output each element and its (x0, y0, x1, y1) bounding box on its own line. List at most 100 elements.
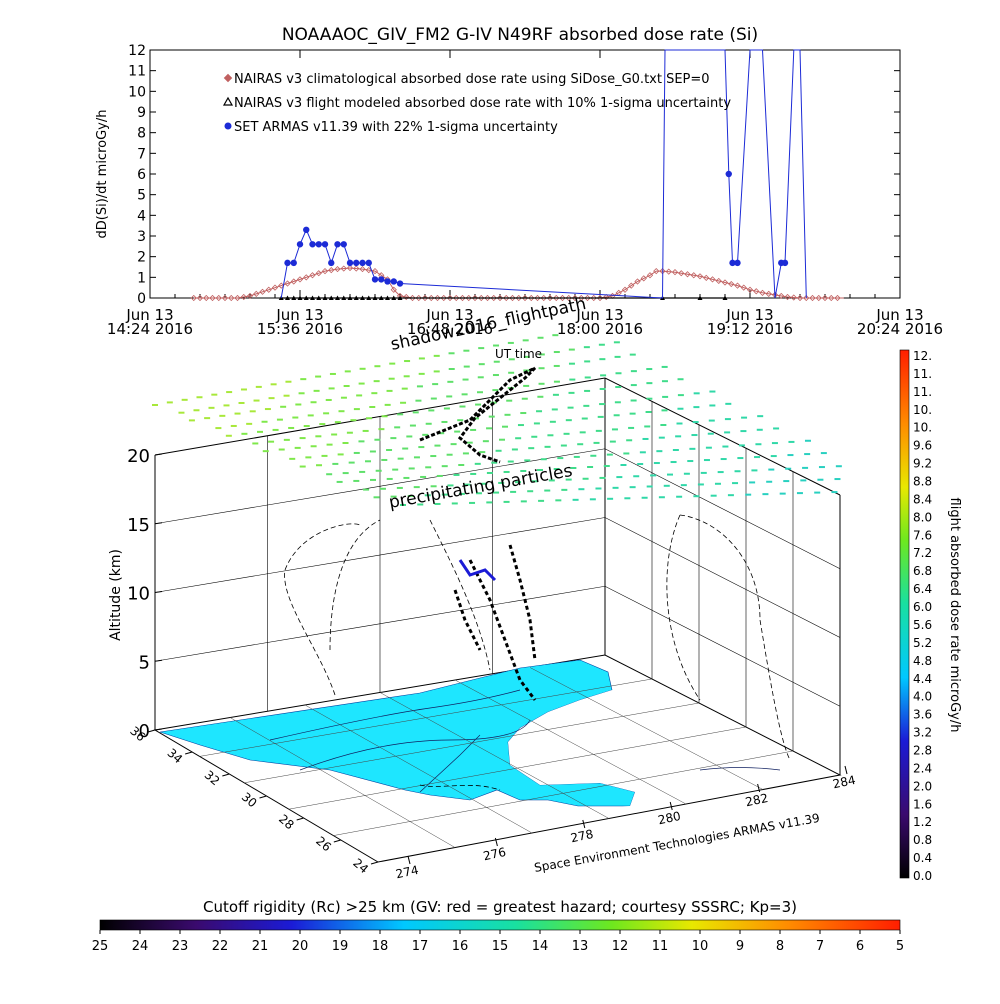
nairas-climatological-point (540, 294, 547, 302)
nairas-climatological-point (459, 294, 466, 302)
nairas-climatological-point (803, 294, 810, 302)
nairas-climatological-point (646, 272, 654, 279)
dose-colorbar-tick-label: 8.0 (913, 510, 932, 524)
nairas-climatological-point (746, 286, 754, 293)
nairas-climatological-point (653, 268, 660, 275)
x-tick-label-line1: Jun 13 (425, 306, 473, 324)
nairas-climatological-point (365, 266, 372, 274)
nairas-flight-point (397, 295, 403, 300)
armas-point (346, 259, 354, 267)
nairas-climatological-point (246, 292, 254, 300)
armas-point (725, 170, 732, 178)
flight-path-colored (458, 559, 497, 582)
nairas-climatological-point (321, 268, 329, 275)
dose-colorbar (899, 349, 910, 879)
armas-point (729, 259, 736, 267)
lon-tick-label: 282 (744, 791, 769, 809)
legend-label: NAIRAS v3 climatological absorbed dose r… (234, 72, 710, 87)
dose-colorbar-tick-label: 1.6 (913, 797, 932, 811)
dose-colorbar-tick-label: 2.8 (913, 743, 932, 757)
z-tick (154, 453, 163, 456)
x-tick-label-line2: 14:24 2016 (107, 320, 193, 338)
floor-grid-line (454, 679, 687, 805)
nairas-climatological-point (796, 294, 804, 302)
floor-grid-line (379, 692, 610, 819)
lon-tick (407, 855, 411, 865)
dose-colorbar-tick-label: 9.6 (913, 439, 932, 453)
nairas-flight-point (722, 295, 728, 300)
nairas-climatological-point (496, 294, 504, 302)
nairas-climatological-point (234, 294, 241, 302)
dose-colorbar-tick-label: 6.4 (913, 582, 932, 596)
dose-colorbar-tick-label: 4.0 (913, 690, 932, 704)
armas-point (734, 259, 741, 267)
rc-colorbar-tick-label: 21 (252, 939, 269, 954)
rc-colorbar-tick-label: 23 (172, 939, 189, 954)
rc-colorbar-tick-label: 8 (776, 939, 784, 954)
nairas-climatological-point (609, 292, 616, 300)
dose-colorbar-tick-label: 0.0 (913, 869, 932, 883)
dose-colorbar-tick-label: 4.4 (913, 672, 932, 686)
y-tick-label: 10 (128, 84, 146, 100)
nairas-climatological-point (834, 294, 841, 302)
nairas-flight-point (316, 295, 322, 300)
nairas-climatological-point (390, 286, 397, 293)
x-tick-label-line2: 15:36 2016 (257, 320, 343, 338)
armas-point (371, 276, 379, 283)
z-tick-label: 0 (139, 721, 150, 742)
floor-grid-line (288, 726, 747, 810)
rc-colorbar-tick-label: 5 (896, 939, 904, 954)
legend-marker-dot (224, 122, 232, 130)
nairas-climatological-point (678, 270, 685, 277)
y-tick-label: 8 (137, 126, 146, 142)
nairas-climatological-point (309, 272, 316, 279)
y-tick-label: 1 (137, 270, 146, 286)
nairas-climatological-point (578, 294, 585, 302)
y-tick-label: 4 (137, 208, 146, 224)
lat-tick (333, 839, 341, 843)
nairas-flight-point (347, 295, 353, 300)
armas-point (303, 226, 310, 233)
nairas-climatological-point (584, 294, 591, 302)
nairas-climatological-point (553, 294, 560, 302)
top-chart-title: NOAAAOC_GIV_FM2 G-IV N49RF absorbed dose… (282, 25, 758, 45)
nairas-climatological-point (334, 265, 341, 273)
nairas-climatological-point (396, 292, 404, 300)
nairas-climatological-point (790, 294, 797, 301)
z-tick-label: 15 (127, 515, 150, 536)
nairas-climatological-point (559, 294, 566, 302)
coastline (269, 689, 781, 793)
nairas-climatological-point (353, 265, 360, 272)
rc-colorbar-ticks: 25 24 23 22 21 20 19 18 17 16 15 14 13 12 11 10 9 8 7 6 5 (92, 930, 904, 954)
nairas-climatological-point (715, 277, 722, 285)
nairas-climatological-point (503, 294, 510, 302)
nairas-climatological-point (465, 294, 472, 302)
nairas-climatological-point (721, 279, 729, 286)
armas-point (378, 276, 385, 283)
nairas-flight-point (297, 295, 303, 300)
dose-colorbar-tick-label: 1.2 (913, 815, 932, 829)
dose-colorbar-tick-label: 7.6 (913, 528, 932, 542)
flight-track-projection (284, 514, 791, 791)
floor-grid-line (529, 667, 764, 790)
armas-point (396, 280, 404, 287)
armas-point (390, 278, 397, 285)
wall-altitude-line (154, 448, 841, 570)
nairas-climatological-point (340, 265, 347, 272)
nairas-climatological-point (265, 286, 272, 293)
dose-colorbar-tick-label: 10. (913, 421, 932, 435)
nairas-climatological-point (709, 276, 716, 283)
nairas-climatological-point (346, 264, 354, 272)
lat-tick-label: 34 (165, 746, 186, 767)
lon-tick (669, 801, 673, 811)
nairas-climatological-point (759, 289, 766, 296)
track-projection-right-inner (666, 514, 701, 701)
nairas-flight-point (291, 295, 297, 300)
dose-colorbar-tick-label: 9.2 (913, 457, 932, 471)
rc-colorbar (99, 919, 901, 931)
y-tick-label: 5 (137, 188, 146, 204)
nairas-flight-point (285, 295, 290, 300)
nairas-climatological-point (259, 288, 266, 295)
nairas-climatological-point (634, 278, 641, 285)
lon-tick-label: 278 (569, 827, 594, 845)
